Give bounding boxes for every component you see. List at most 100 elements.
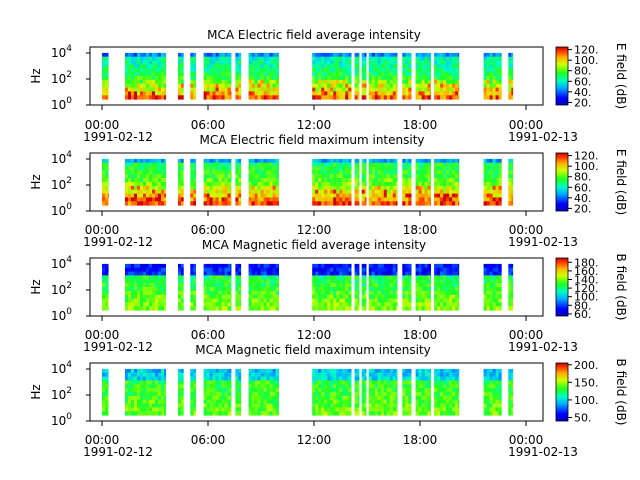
spectrogram-cell xyxy=(437,64,441,69)
spectrogram-cell xyxy=(427,267,431,272)
spectrogram-cell xyxy=(395,178,398,183)
spectrogram-cell xyxy=(203,290,207,296)
spectrogram-cell xyxy=(336,178,340,183)
spectrogram-cell xyxy=(330,189,334,194)
spectrogram-cell xyxy=(203,197,207,202)
spectrogram-cell xyxy=(275,399,279,404)
spectrogram-cell xyxy=(206,290,210,296)
spectrogram-cell xyxy=(498,388,502,393)
spectrogram-cell xyxy=(215,302,219,307)
spectrogram-cell xyxy=(324,283,328,288)
spectrogram-cell xyxy=(149,72,153,77)
spectrogram-cell xyxy=(315,87,319,92)
spectrogram-cell xyxy=(152,170,156,175)
spectrogram-cell xyxy=(354,185,358,191)
spectrogram-cell xyxy=(193,376,196,381)
spectrogram-cell xyxy=(224,158,228,164)
spectrogram-cell xyxy=(368,189,373,194)
spectrogram-cell xyxy=(266,290,270,296)
spectrogram-cell xyxy=(354,267,358,272)
spectrogram-cell xyxy=(437,267,441,272)
spectrogram-cell xyxy=(421,185,425,191)
spectrogram-cell xyxy=(221,302,225,307)
spectrogram-cell xyxy=(212,263,216,269)
spectrogram-cell xyxy=(321,170,325,175)
spectrogram-cell xyxy=(158,193,162,198)
spectrogram-cell xyxy=(203,283,207,288)
spectrogram-cell xyxy=(446,193,450,198)
spectrogram-cell xyxy=(489,384,493,389)
spectrogram-cell xyxy=(348,368,352,374)
spectrogram-cell xyxy=(269,380,273,385)
spectrogram-cell xyxy=(254,91,258,96)
spectrogram-cell xyxy=(455,298,459,303)
spectrogram-cell xyxy=(257,399,261,404)
spectrogram-cell xyxy=(437,79,441,85)
spectrogram-cell xyxy=(224,275,228,280)
spectrogram-cell xyxy=(405,79,409,85)
spectrogram-cell xyxy=(266,267,270,272)
spectrogram-cell xyxy=(389,403,394,408)
spectrogram-cell xyxy=(415,178,419,183)
spectrogram-cell xyxy=(418,79,422,85)
spectrogram-cell xyxy=(357,302,360,307)
spectrogram-cell xyxy=(330,411,334,416)
spectrogram-cell xyxy=(149,76,153,81)
spectrogram-cell xyxy=(489,185,493,191)
spectrogram-cell xyxy=(361,294,366,299)
spectrogram-cell xyxy=(152,87,156,92)
spectrogram-cell xyxy=(224,306,228,311)
spectrogram-cell xyxy=(377,395,382,401)
spectrogram-cell xyxy=(212,399,216,404)
spectrogram-cell xyxy=(321,158,325,164)
spectrogram-cell xyxy=(215,287,219,292)
spectrogram-cell xyxy=(108,283,109,288)
spectrogram-cell xyxy=(190,368,194,374)
spectrogram-cell xyxy=(443,290,447,296)
spectrogram-cell xyxy=(324,178,328,183)
spectrogram-cell xyxy=(511,189,514,194)
spectrogram-cell xyxy=(380,68,385,73)
spectrogram-cell xyxy=(354,376,358,381)
spectrogram-cell xyxy=(238,403,242,408)
spectrogram-cell xyxy=(102,392,106,397)
spectrogram-cell xyxy=(402,290,406,296)
spectrogram-cell xyxy=(312,72,316,77)
spectrogram-cell xyxy=(368,83,373,88)
spectrogram-cell xyxy=(371,91,376,96)
spectrogram-cell xyxy=(395,174,398,179)
spectrogram-cell xyxy=(155,185,159,191)
spectrogram-cell xyxy=(357,290,360,296)
spectrogram-cell xyxy=(143,306,147,311)
spectrogram-cell xyxy=(402,162,406,167)
spectrogram-cell xyxy=(134,395,138,401)
spectrogram-cell xyxy=(345,380,349,385)
spectrogram-cell xyxy=(235,306,239,311)
spectrogram-cell xyxy=(434,302,438,307)
spectrogram-cell xyxy=(492,170,496,175)
spectrogram-cell xyxy=(483,392,487,397)
spectrogram-cell xyxy=(361,64,366,69)
spectrogram-cell xyxy=(209,407,213,412)
spectrogram-cell xyxy=(221,95,225,100)
spectrogram-cell xyxy=(203,306,207,311)
spectrogram-cell xyxy=(348,403,352,408)
spectrogram-cell xyxy=(230,72,232,77)
spectrogram-cell xyxy=(266,60,270,65)
spectrogram-cell xyxy=(227,411,231,416)
spectrogram-cell xyxy=(227,283,231,288)
spectrogram-cell xyxy=(272,411,276,416)
spectrogram-cell xyxy=(354,83,358,88)
spectrogram-cell xyxy=(251,83,255,88)
spectrogram-cell xyxy=(361,76,366,81)
spectrogram-cell xyxy=(190,95,194,100)
spectrogram-cell xyxy=(224,64,228,69)
spectrogram-cell xyxy=(260,376,264,381)
spectrogram-cell xyxy=(383,271,388,276)
spectrogram-cell xyxy=(389,170,394,175)
spectrogram-cell xyxy=(178,376,182,381)
spectrogram-cell xyxy=(146,306,150,311)
spectrogram-cell xyxy=(149,91,153,96)
spectrogram-cell xyxy=(125,189,129,194)
spectrogram-cell xyxy=(380,376,385,381)
